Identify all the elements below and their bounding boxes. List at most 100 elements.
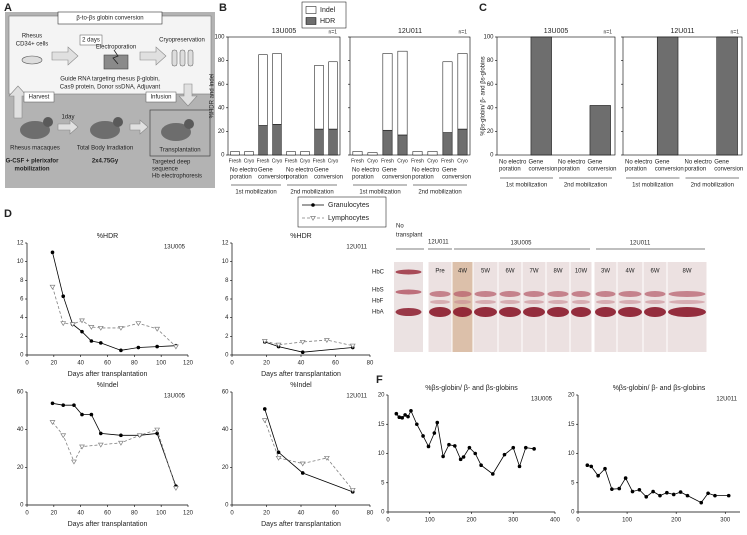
series-line — [52, 402, 177, 487]
diagram-label: CD34+ cells — [16, 42, 49, 48]
point — [532, 447, 536, 451]
point — [426, 444, 431, 449]
gel-header: transplant — [396, 233, 423, 239]
y-tick-label: 10 — [568, 451, 575, 457]
x-tick-label: Fresh — [381, 158, 394, 164]
diagram-label: sequence — [152, 167, 179, 173]
bar-segment — [442, 61, 453, 133]
y-axis-label: %βs-globin/ β- and βs-globins — [481, 56, 487, 135]
legend-label: HDR — [320, 18, 335, 25]
x-tick-label: No electro — [558, 160, 586, 166]
x-tick-label: 0 — [230, 361, 234, 367]
x-tick-label: Fresh — [441, 158, 454, 164]
chart-title: %HDR — [97, 233, 118, 240]
point — [665, 490, 669, 495]
gel-band — [644, 291, 666, 297]
x-tick-label: Cryo — [367, 158, 378, 164]
panel-label: D — [4, 208, 12, 220]
point — [173, 344, 179, 350]
supergroup-label: 1st mobilization — [235, 190, 276, 196]
annotation: n=1 — [731, 29, 740, 35]
lane-label: 7W — [530, 269, 539, 275]
lane-label: 8W — [683, 269, 692, 275]
y-tick-label: 20 — [568, 393, 575, 399]
supergroup-label: 2nd mobilization — [290, 190, 333, 196]
chart-subtitle: 12U011 — [716, 397, 737, 403]
x-tick-label: conversion — [588, 167, 617, 173]
chart-title: 12U011 — [398, 28, 422, 35]
lane-label: 5W — [481, 269, 490, 275]
diagram-label: Hb electrophoresis — [152, 174, 202, 180]
point — [299, 339, 306, 345]
x-tick-label: Cryo — [427, 158, 438, 164]
diagram-label: 2 days — [82, 38, 100, 44]
point — [323, 455, 330, 461]
point — [276, 450, 281, 455]
x-tick-label: Cryo — [457, 158, 468, 164]
point — [603, 466, 607, 471]
point — [89, 412, 94, 417]
x-tick-label: No electro — [625, 160, 653, 166]
point — [119, 348, 123, 353]
panel-label: F — [376, 374, 383, 386]
legend-marker — [311, 203, 315, 207]
legend-label: Indel — [320, 7, 336, 14]
x-tick-label: 80 — [367, 511, 374, 517]
series-line — [264, 420, 354, 491]
y-tick-label: 0 — [225, 353, 229, 359]
y-tick-label: 0 — [571, 510, 575, 516]
gel-header: 13U005 — [510, 241, 532, 247]
series-line — [264, 341, 353, 353]
x-tick-label: Fresh — [257, 158, 270, 164]
x-tick-label: Cryo — [244, 158, 255, 164]
point — [80, 412, 84, 417]
bar — [716, 36, 738, 156]
point — [517, 464, 522, 469]
x-tick-label: 200 — [466, 518, 477, 524]
chart-title: %βs-globin/ β- and βs-globins — [425, 385, 518, 392]
lane-label: 4W — [626, 269, 635, 275]
y-tick-label: 20 — [487, 129, 494, 135]
plot-frame — [622, 36, 743, 156]
panel-label: A — [4, 2, 12, 14]
y-tick-label: 8 — [225, 278, 229, 284]
point — [589, 464, 594, 469]
point — [658, 493, 662, 498]
arrow — [57, 119, 79, 135]
diagram-label: Transplantation — [159, 148, 200, 154]
x-tick-label: 40 — [77, 511, 84, 517]
bar-segment — [286, 151, 296, 156]
gel-band — [668, 291, 706, 297]
legend-label: Lymphocytes — [328, 215, 369, 222]
group-label: conversion — [382, 175, 411, 181]
x-tick-label: Fresh — [285, 158, 298, 164]
x-tick-label: 60 — [104, 361, 111, 367]
x-tick-label: 40 — [77, 361, 84, 367]
x-tick-label: 80 — [131, 361, 138, 367]
legend-marker — [310, 216, 316, 221]
point — [117, 440, 124, 446]
chart-subtitle: 13U005 — [531, 397, 553, 403]
point — [713, 493, 717, 498]
point — [69, 322, 76, 328]
gel-band — [474, 291, 497, 297]
point — [262, 407, 267, 411]
point — [154, 326, 161, 332]
x-tick-label: Cryo — [272, 158, 283, 164]
point — [61, 294, 66, 299]
annotation: n=1 — [604, 29, 613, 35]
x-tick-label: Cryo — [397, 158, 408, 164]
x-tick-label: 100 — [425, 518, 436, 524]
y-tick-label: 60 — [17, 390, 24, 396]
arrow — [129, 119, 149, 135]
y-tick-label: 40 — [222, 427, 229, 433]
series-line — [264, 408, 353, 493]
y-axis-label: %HDR and Indel — [210, 74, 216, 119]
gel-band — [619, 300, 641, 304]
y-tick-label: 10 — [222, 259, 229, 265]
x-tick-label: Cryo — [300, 158, 311, 164]
point — [275, 455, 282, 461]
legend-swatch — [305, 6, 317, 14]
diagram-label: Rhesus — [22, 34, 42, 40]
gel-band — [547, 291, 569, 297]
